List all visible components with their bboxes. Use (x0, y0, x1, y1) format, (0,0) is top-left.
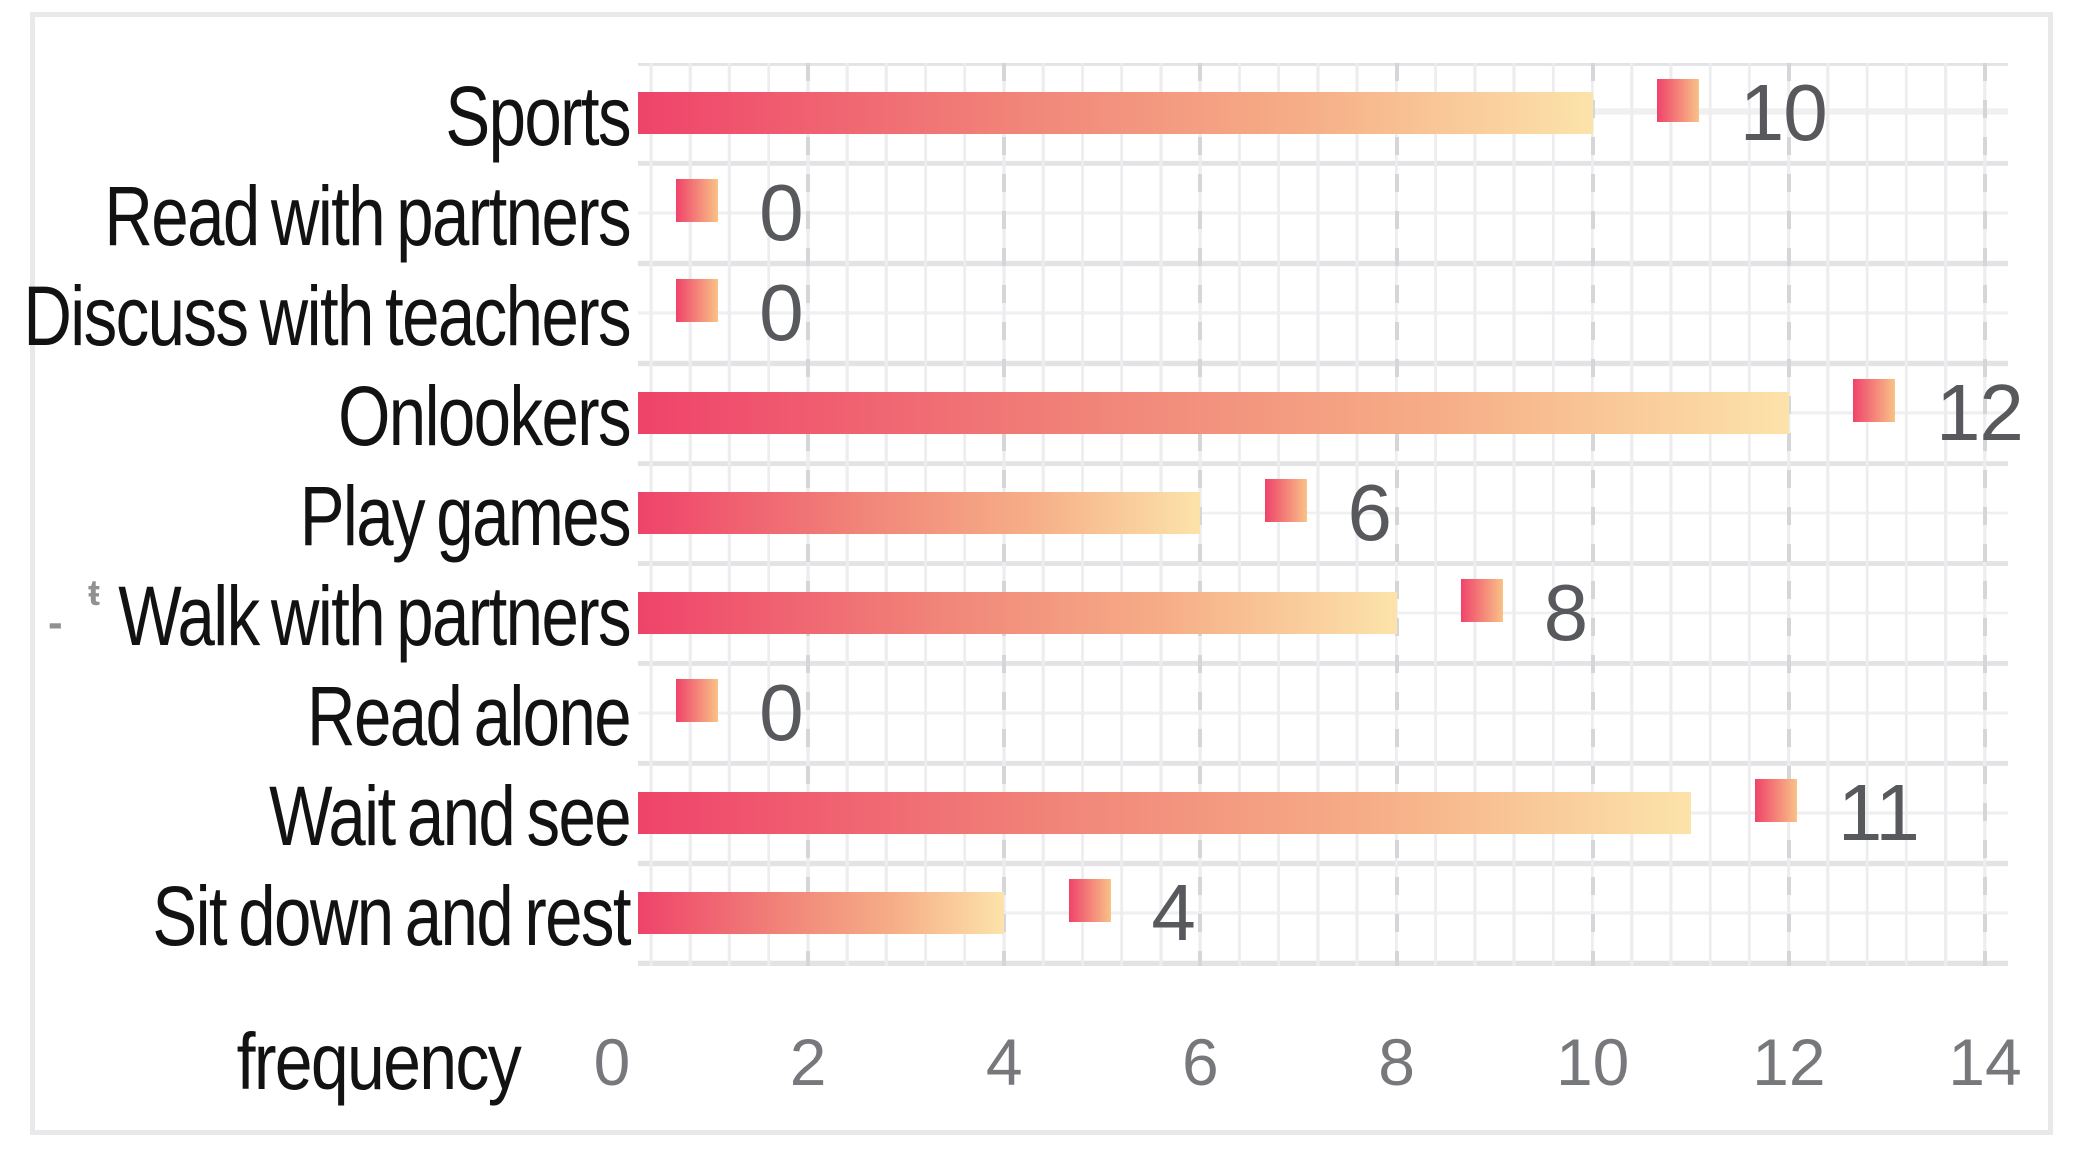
major-gridline-14 (1982, 63, 1987, 966)
value-label-walk-with-partners: 8 (1543, 568, 1588, 657)
marker-square-wait-and-see (1755, 779, 1798, 822)
major-gridline-12 (1786, 63, 1791, 966)
x-tick-12: 12 (1752, 1025, 1826, 1099)
major-gridline-10 (1590, 63, 1595, 966)
major-gridline-8 (1394, 63, 1399, 966)
value-label-sit-down-and-rest: 4 (1151, 868, 1195, 957)
chart-outer-border (30, 12, 2053, 1135)
marker-square-sit-down-and-rest (1068, 879, 1111, 922)
x-tick-8: 8 (1378, 1025, 1415, 1099)
category-label-walk-with-partners: Walk with partners (118, 568, 631, 663)
marker-square-read-with-partners (676, 179, 719, 222)
category-label-sports: Sports (445, 68, 631, 163)
value-label-onlookers: 12 (1935, 368, 2024, 457)
y-axis-fragment-glyph: ŧ (88, 572, 100, 613)
category-label-discuss-with-teachers: Discuss with teachers (23, 268, 631, 363)
bar-onlookers (638, 392, 1789, 434)
category-label-play-games: Play games (299, 468, 632, 563)
value-label-discuss-with-teachers: 0 (759, 268, 803, 357)
value-label-read-with-partners: 0 (759, 168, 803, 257)
bar-sports (638, 92, 1593, 134)
x-tick-14: 14 (1948, 1025, 2022, 1099)
category-label-sit-down-and-rest: Sit down and rest (152, 868, 631, 963)
bar-walk-with-partners (638, 592, 1397, 634)
category-label-onlookers: Onlookers (338, 368, 631, 463)
marker-square-sports (1657, 79, 1700, 122)
category-label-wait-and-see: Wait and see (269, 768, 632, 863)
x-tick-10: 10 (1555, 1025, 1630, 1099)
major-gridline-6 (1198, 63, 1203, 966)
value-label-wait-and-see: 11 (1837, 768, 1920, 857)
x-tick-4: 4 (985, 1025, 1023, 1099)
x-tick-6: 6 (1182, 1025, 1219, 1099)
bar-sit-down-and-rest (638, 892, 1005, 934)
category-label-read-with-partners: Read with partners (104, 168, 631, 263)
marker-square-read-alone (676, 679, 719, 722)
y-axis-fragment-dash: - (48, 598, 63, 647)
marker-square-discuss-with-teachers (676, 279, 719, 322)
x-axis-title: frequency (236, 1017, 522, 1106)
bar-wait-and-see (638, 792, 1691, 834)
value-label-sports: 10 (1739, 68, 1828, 157)
value-label-read-alone: 0 (759, 668, 803, 757)
y-axis-title-fragment: ŧ - (48, 572, 108, 647)
x-tick-2: 2 (789, 1025, 827, 1099)
value-label-play-games: 6 (1347, 468, 1392, 557)
category-label-read-alone: Read alone (307, 668, 632, 763)
x-tick-0: 0 (593, 1025, 631, 1099)
bar-play-games (638, 492, 1201, 534)
marker-square-onlookers (1853, 379, 1896, 422)
marker-square-play-games (1264, 479, 1307, 522)
marker-square-walk-with-partners (1460, 579, 1503, 622)
